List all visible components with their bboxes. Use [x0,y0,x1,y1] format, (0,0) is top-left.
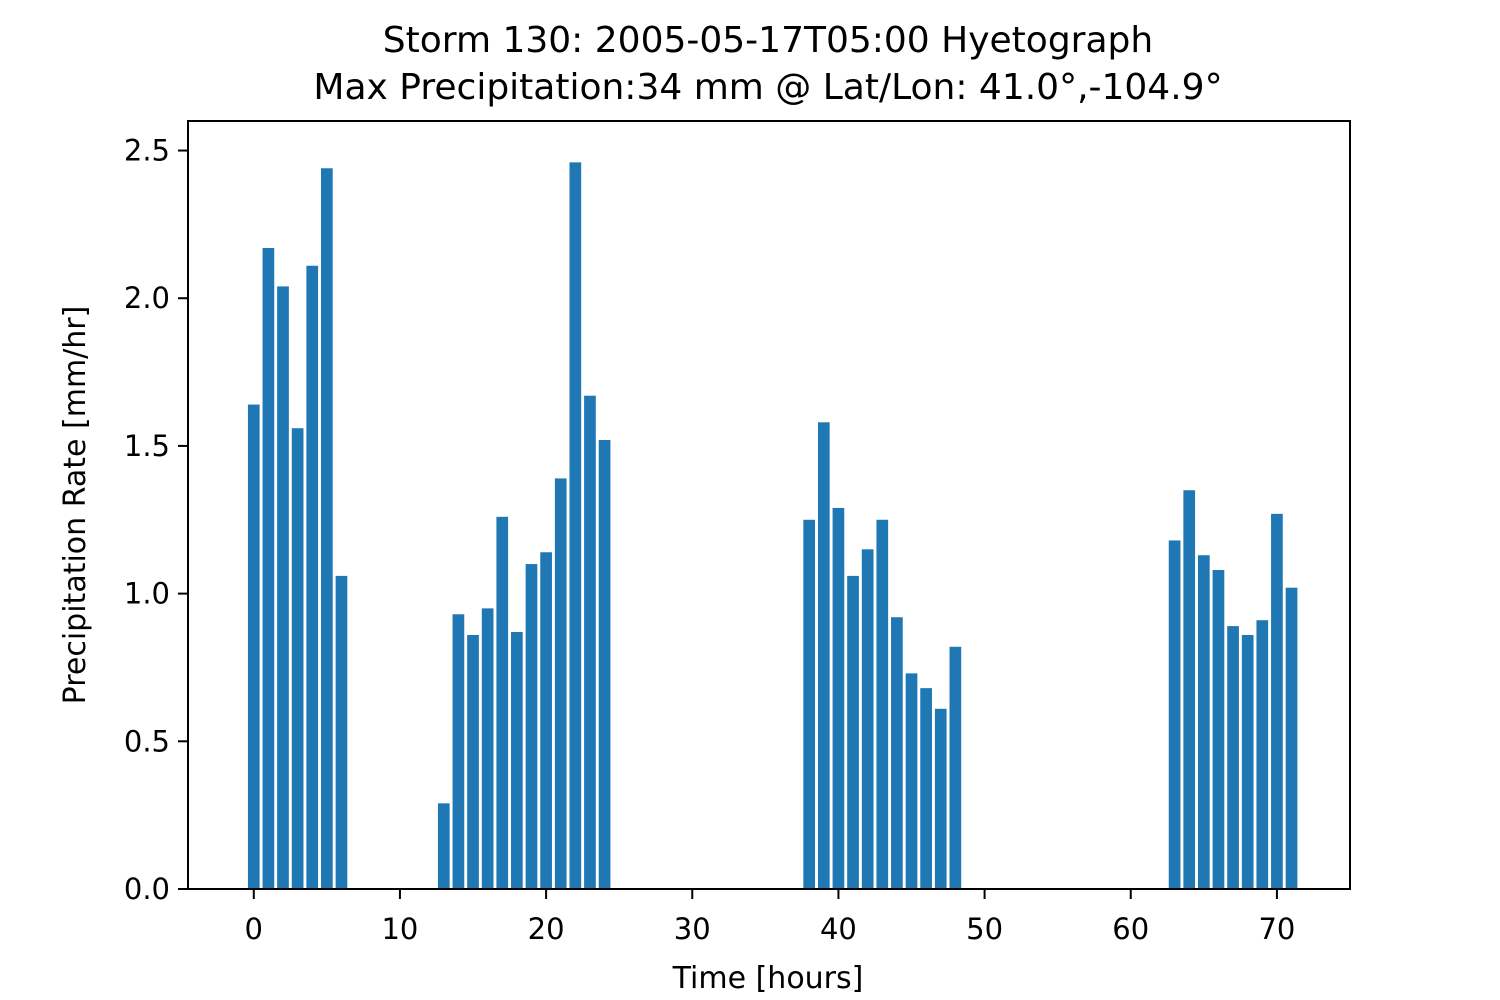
bar [511,632,523,889]
bar [803,519,816,889]
bar [891,617,903,889]
bar [262,248,275,889]
bar [335,575,348,889]
bar [1227,626,1239,889]
bar [496,516,509,889]
bar [569,162,582,889]
plot-area-frame [187,120,1351,890]
bar [949,646,962,889]
x-tick-label: 40 [820,912,857,946]
bar [1183,490,1196,889]
x-tick-label: 30 [674,912,711,946]
bar [247,404,260,889]
bar [861,549,874,889]
x-tick-label: 50 [966,912,1003,946]
bar [452,614,465,889]
bar [437,803,450,889]
bar [540,552,552,889]
x-tick-label: 0 [245,912,263,946]
bar [832,507,845,889]
bar [321,168,333,889]
x-tick-label: 10 [381,912,418,946]
bar [291,428,304,889]
x-tick-label: 60 [1112,912,1149,946]
bar-series [247,162,1298,889]
y-tick-label: 1.5 [124,429,170,463]
bar [584,395,596,889]
y-axis-ticks: 0.0 0.5 1.0 1.5 2.0 2.5 [124,134,188,906]
y-tick-label: 1.0 [124,577,170,611]
bar [1285,587,1298,889]
bar [1271,513,1283,889]
x-axis-label: Time [hours] [672,961,864,996]
bar [1212,569,1225,889]
bar [817,422,830,889]
bar [847,575,859,889]
bar [467,634,479,889]
bar [481,608,494,889]
y-tick-label: 0.0 [124,872,170,906]
bar [598,440,611,889]
bar [1197,555,1210,889]
bar [306,265,319,889]
bar [876,519,889,889]
chart-title: Storm 130: 2005-05-17T05:00 Hyetograph [383,20,1153,61]
x-tick-label: 20 [528,912,565,946]
x-axis-ticks: 0 10 20 30 40 50 60 70 [245,889,1295,946]
bar [554,478,567,889]
bar [920,688,932,889]
bar [525,564,538,889]
y-tick-label: 2.5 [124,134,170,168]
chart-subtitle: Max Precipitation:34 mm @ Lat/Lon: 41.0°… [313,67,1222,108]
bar [1168,540,1181,889]
y-tick-label: 0.5 [124,724,170,758]
bar [905,673,918,889]
bar [277,286,289,889]
x-tick-label: 70 [1258,912,1295,946]
bar [1241,634,1254,889]
bar [934,708,947,889]
bar [1256,620,1269,889]
y-tick-label: 2.0 [124,281,170,315]
y-axis-label: Precipitation Rate [mm/hr] [58,306,93,705]
